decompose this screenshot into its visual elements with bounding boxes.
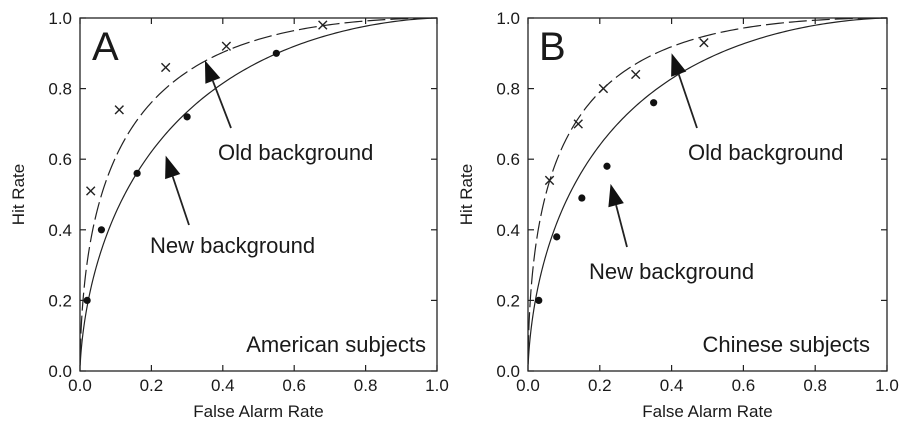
y-axis-title: Hit Rate [9,164,28,225]
roc-curve-new-background [527,17,887,365]
data-point-x-marker [631,69,641,80]
data-point-dot [603,162,611,170]
x-tick-label: 0.0 [68,376,92,395]
y-tick-label: 0.2 [496,291,520,310]
panel-letter: B [539,25,566,69]
data-point-dot [133,169,141,177]
y-tick-label: 1.0 [496,9,520,28]
y-tick-label: 0.8 [496,80,520,99]
y-tick-label: 1.0 [48,9,72,28]
x-tick-label: 0.0 [516,376,540,395]
x-tick-label: 0.6 [732,376,756,395]
roc-curve-old-background [527,17,887,354]
data-point-x-marker [598,83,609,94]
annotation-arrow-shaft [677,73,698,129]
data-point-x-marker [160,62,171,73]
data-point-dot [578,194,586,202]
annotation-arrow-shaft [615,204,628,248]
chart-panel-b: 0.0 0.2 0.4 0.6 0.8 1.0 0.0 0.2 0.4 0.6 0.8 1.0 Fals… [457,9,899,421]
annotation-arrow-shaft [171,176,190,226]
roc-curve-new-background [79,17,437,366]
x-tick-label: 1.0 [875,376,899,395]
y-tick-label: 0.4 [48,221,72,240]
data-point-dot [272,49,280,57]
plot-frame [527,17,888,372]
x-tick-label: 0.2 [140,376,164,395]
data-point-x-marker [699,38,709,48]
data-point-dot [553,233,561,241]
x-tick-label: 1.0 [425,376,449,395]
y-tick-label: 0.2 [48,291,72,310]
x-tick-label: 0.4 [660,376,684,395]
data-point-dot [183,113,191,121]
y-tick-label: 0.4 [496,221,520,240]
data-point-x-marker [221,41,232,51]
data-point-dot [650,99,658,107]
y-tick-label: 0.0 [48,362,72,381]
data-point-dot [535,296,543,304]
subjects-label: American subjects [246,332,426,357]
data-point-x-marker [544,175,555,186]
subjects-label: Chinese subjects [702,332,870,357]
y-tick-label: 0.6 [496,150,520,169]
x-tick-label: 0.6 [282,376,306,395]
annotation-old-background: Old background [688,140,843,165]
annotation-new-background: New background [589,259,754,284]
panel-letter: A [92,25,119,69]
annotation-arrow-head [608,183,624,208]
annotation-arrow-head [165,155,181,180]
data-point-dot [83,296,91,304]
data-point-x-marker [573,119,583,129]
x-tick-label: 0.8 [803,376,827,395]
chart-panel-a: 0.0 0.2 0.4 0.6 0.8 1.0 0.0 0.2 0.4 0.6 0.8 1.0 Fals… [9,9,449,421]
roc-curve-old-background [79,17,437,357]
y-tick-label: 0.6 [48,150,72,169]
x-tick-label: 0.2 [588,376,612,395]
annotation-new-background: New background [150,233,315,258]
annotation-arrow-head [204,60,221,84]
data-point-x-marker [86,186,96,196]
x-tick-label: 0.8 [354,376,378,395]
x-axis-title: False Alarm Rate [642,402,772,421]
y-axis-title: Hit Rate [457,164,476,225]
annotation-arrow-head [671,53,687,77]
x-tick-label: 0.4 [211,376,235,395]
data-point-x-marker [318,20,328,30]
data-point-dot [97,226,106,234]
plot-frame [79,17,438,372]
y-tick-label: 0.0 [496,362,520,381]
annotation-arrow-shaft [212,80,232,129]
data-point-x-marker [114,105,124,115]
x-axis-title: False Alarm Rate [193,402,323,421]
annotation-old-background: Old background [218,140,373,165]
y-tick-label: 0.8 [48,80,72,99]
